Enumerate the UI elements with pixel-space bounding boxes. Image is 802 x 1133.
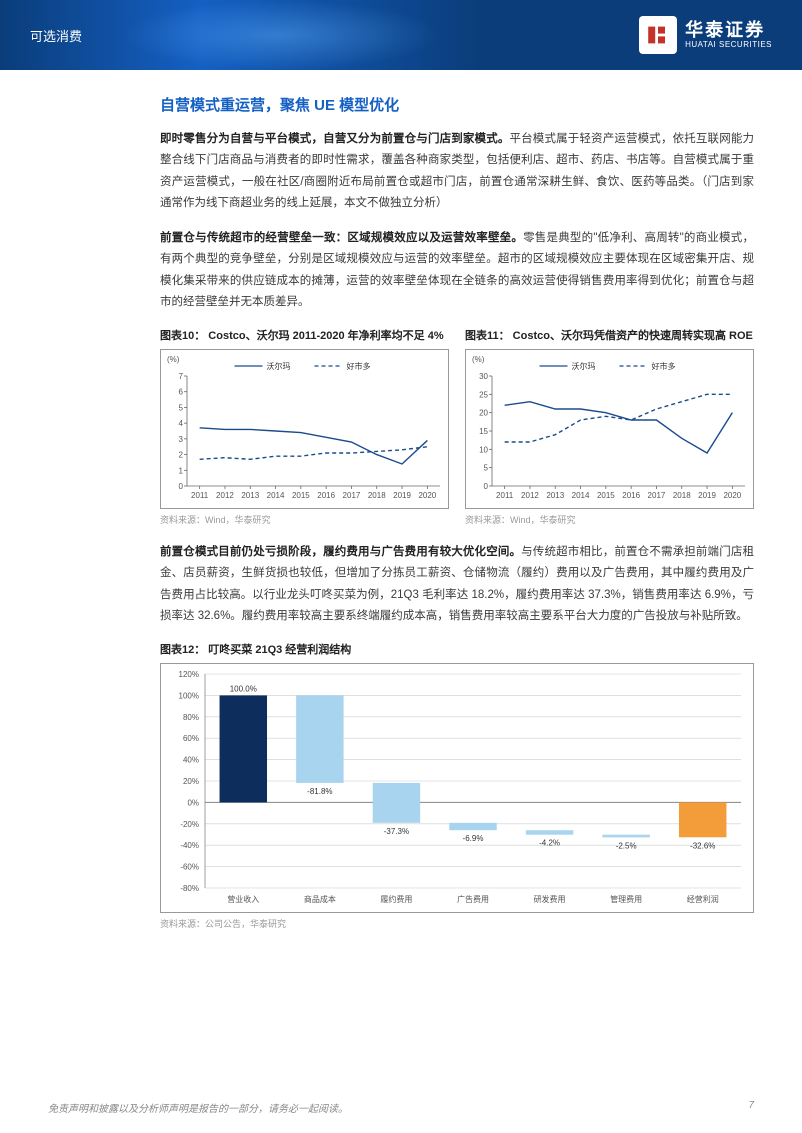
svg-text:研发费用: 研发费用: [534, 894, 566, 904]
page-number: 7: [748, 1100, 754, 1115]
svg-text:营业收入: 营业收入: [227, 894, 259, 904]
svg-text:10: 10: [479, 445, 488, 454]
svg-text:2018: 2018: [368, 491, 386, 500]
svg-text:-4.2%: -4.2%: [539, 839, 560, 848]
svg-text:2016: 2016: [622, 491, 640, 500]
svg-text:120%: 120%: [179, 670, 199, 679]
svg-text:沃尔玛: 沃尔玛: [572, 361, 596, 371]
chart12-title: 图表12： 叮咚买菜 21Q3 经营利润结构: [160, 641, 754, 657]
chart12-plot: -80% -60% -40% -20% 0% 20% 40% 60% 80% 100% 120% 10…: [160, 663, 754, 913]
svg-text:0%: 0%: [187, 799, 199, 808]
svg-text:2020: 2020: [418, 491, 436, 500]
svg-text:2015: 2015: [292, 491, 310, 500]
svg-text:2014: 2014: [267, 491, 285, 500]
svg-text:3: 3: [179, 435, 184, 444]
svg-text:沃尔玛: 沃尔玛: [267, 361, 291, 371]
svg-text:30: 30: [479, 372, 488, 381]
category-label: 可选消费: [30, 26, 82, 45]
svg-text:40%: 40%: [183, 756, 199, 765]
chart10-title: 图表10： Costco、沃尔玛 2011-2020 年净利率均不足 4%: [160, 327, 449, 343]
svg-text:广告费用: 广告费用: [457, 894, 489, 904]
svg-text:2019: 2019: [698, 491, 716, 500]
svg-text:2014: 2014: [572, 491, 590, 500]
svg-text:(%): (%): [472, 355, 485, 364]
svg-text:80%: 80%: [183, 713, 199, 722]
svg-text:-6.9%: -6.9%: [463, 834, 484, 843]
svg-text:100%: 100%: [179, 692, 199, 701]
svg-text:2011: 2011: [496, 491, 514, 500]
chart11-plot: (%) 沃尔玛 好市多 0 5 10 15 20 25 30 2011 2012 2013 2014 201…: [465, 349, 754, 509]
svg-text:-80%: -80%: [180, 884, 199, 893]
company-name-cn: 华泰证券: [685, 21, 772, 41]
svg-text:2016: 2016: [317, 491, 335, 500]
paragraph-1: 即时零售分为自营与平台模式，自营又分为前置仓与门店到家模式。平台模式属于轻资产运…: [160, 129, 754, 214]
svg-text:-40%: -40%: [180, 841, 199, 850]
svg-text:履约费用: 履约费用: [380, 894, 412, 904]
company-name-en: HUATAI SECURITIES: [685, 41, 772, 50]
svg-text:5: 5: [484, 464, 489, 473]
disclaimer-text: 免责声明和披露以及分析师声明是报告的一部分，请务必一起阅读。: [48, 1100, 348, 1115]
svg-text:2012: 2012: [521, 491, 539, 500]
svg-text:2017: 2017: [648, 491, 666, 500]
svg-text:-81.8%: -81.8%: [307, 787, 332, 796]
svg-text:经营利润: 经营利润: [687, 894, 719, 904]
chart11-title: 图表11： Costco、沃尔玛凭借资产的快速周转实现高 ROE: [465, 327, 754, 343]
svg-text:2013: 2013: [241, 491, 259, 500]
svg-text:-37.3%: -37.3%: [384, 827, 409, 836]
svg-text:15: 15: [479, 427, 488, 436]
svg-text:7: 7: [179, 372, 184, 381]
svg-text:2018: 2018: [673, 491, 691, 500]
section-heading: 自营模式重运营，聚焦 UE 模型优化: [160, 94, 754, 115]
svg-text:25: 25: [479, 390, 488, 399]
svg-text:0: 0: [484, 482, 489, 491]
chart12-source: 资料来源：公司公告，华泰研究: [160, 917, 754, 930]
svg-text:好市多: 好市多: [652, 361, 676, 371]
chart10-source: 资料来源：Wind，华泰研究: [160, 513, 449, 526]
paragraph-2: 前置仓与传统超市的经营壁垒一致：区域规模效应以及运营效率壁垒。零售是典型的"低净…: [160, 228, 754, 313]
svg-text:0: 0: [179, 482, 184, 491]
svg-text:-32.6%: -32.6%: [690, 841, 715, 850]
svg-text:2017: 2017: [343, 491, 361, 500]
svg-text:2015: 2015: [597, 491, 615, 500]
svg-text:-2.5%: -2.5%: [616, 842, 637, 851]
svg-text:1: 1: [179, 466, 184, 475]
svg-text:20: 20: [479, 409, 488, 418]
logo-icon: [639, 16, 677, 54]
svg-text:2020: 2020: [723, 491, 741, 500]
svg-text:商品成本: 商品成本: [304, 894, 336, 904]
svg-text:好市多: 好市多: [347, 361, 371, 371]
page-header: 可选消费 华泰证券 HUATAI SECURITIES: [0, 0, 802, 70]
brand-block: 华泰证券 HUATAI SECURITIES: [639, 16, 772, 54]
svg-text:2019: 2019: [393, 491, 411, 500]
svg-text:5: 5: [179, 404, 184, 413]
svg-text:-60%: -60%: [180, 863, 199, 872]
svg-text:100.0%: 100.0%: [230, 685, 257, 694]
svg-text:2: 2: [179, 451, 184, 460]
chart10-plot: (%) 沃尔玛 好市多 0 1 2 3 4 5 6 7 2011 2012 2013 2014 2015 201…: [160, 349, 449, 509]
chart11-source: 资料来源：Wind，华泰研究: [465, 513, 754, 526]
svg-text:20%: 20%: [183, 777, 199, 786]
svg-text:2011: 2011: [191, 491, 209, 500]
svg-text:管理费用: 管理费用: [610, 894, 642, 904]
paragraph-3: 前置仓模式目前仍处亏损阶段，履约费用与广告费用有较大优化空间。与传统超市相比，前…: [160, 542, 754, 627]
svg-text:60%: 60%: [183, 734, 199, 743]
svg-text:4: 4: [179, 419, 184, 428]
svg-text:2012: 2012: [216, 491, 234, 500]
svg-text:6: 6: [179, 388, 184, 397]
page-footer: 免责声明和披露以及分析师声明是报告的一部分，请务必一起阅读。 7: [48, 1100, 754, 1115]
svg-text:2013: 2013: [546, 491, 564, 500]
svg-text:(%): (%): [167, 355, 180, 364]
svg-text:-20%: -20%: [180, 820, 199, 829]
